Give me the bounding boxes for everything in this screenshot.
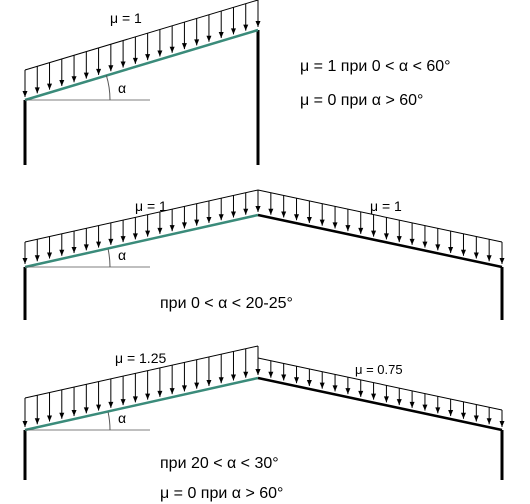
- d2-mu-left-label: μ = 1: [135, 198, 167, 214]
- d1-mu-label: μ = 1: [110, 10, 142, 26]
- d2-formula: при 0 < α < 20-25°: [160, 295, 293, 313]
- d3-formula-2: μ = 0 при α > 60°: [160, 485, 283, 503]
- d1-alpha-label: α: [118, 80, 126, 96]
- d3-mu-left-label: μ = 1.25: [115, 350, 166, 366]
- d3-formula-1: при 20 < α < 30°: [160, 455, 279, 473]
- d2-alpha-label: α: [118, 247, 126, 263]
- d3-mu-right-label: μ = 0.75: [355, 362, 403, 377]
- d1-formula-2: μ = 0 при α > 60°: [300, 92, 423, 110]
- d1-formula-1: μ = 1 при 0 < α < 60°: [300, 58, 451, 76]
- d3-alpha-label: α: [118, 410, 126, 426]
- d2-mu-right-label: μ = 1: [370, 198, 402, 214]
